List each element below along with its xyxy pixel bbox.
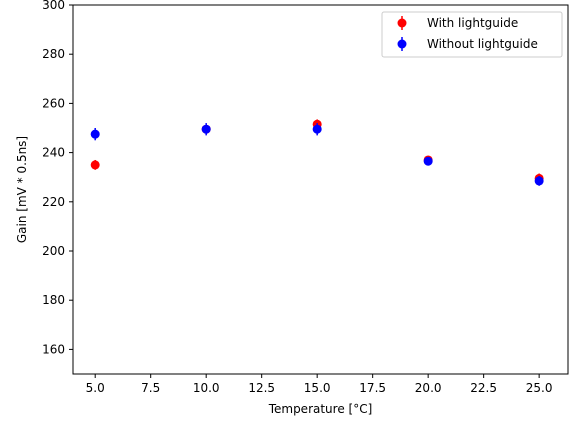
y-tick-label: 180 [42,293,65,307]
x-tick-label: 5.0 [86,381,105,395]
y-tick-label: 280 [42,47,65,61]
data-point [202,125,211,134]
data-point [91,160,100,169]
y-axis-label: Gain [mV * 0.5ns] [15,136,29,243]
data-point [535,176,544,185]
data-point [424,157,433,166]
y-tick-label: 300 [42,0,65,12]
x-tick-label: 22.5 [470,381,497,395]
legend-marker [398,19,407,28]
y-tick-label: 220 [42,195,65,209]
x-axis-label: Temperature [°C] [268,402,373,416]
y-tick-label: 200 [42,244,65,258]
y-tick-label: 160 [42,342,65,356]
data-point [313,125,322,134]
x-tick-label: 20.0 [415,381,442,395]
legend-marker [398,40,407,49]
x-tick-label: 25.0 [526,381,553,395]
x-tick-label: 15.0 [304,381,331,395]
legend-label: Without lightguide [427,37,538,51]
legend: With lightguide Without lightguide [382,12,562,57]
x-tick-label: 7.5 [141,381,160,395]
x-tick-label: 17.5 [359,381,386,395]
legend-label: With lightguide [427,16,518,30]
data-point [91,130,100,139]
y-tick-label: 260 [42,96,65,110]
x-tick-label: 10.0 [193,381,220,395]
x-tick-label: 12.5 [248,381,275,395]
y-tick-label: 240 [42,146,65,160]
